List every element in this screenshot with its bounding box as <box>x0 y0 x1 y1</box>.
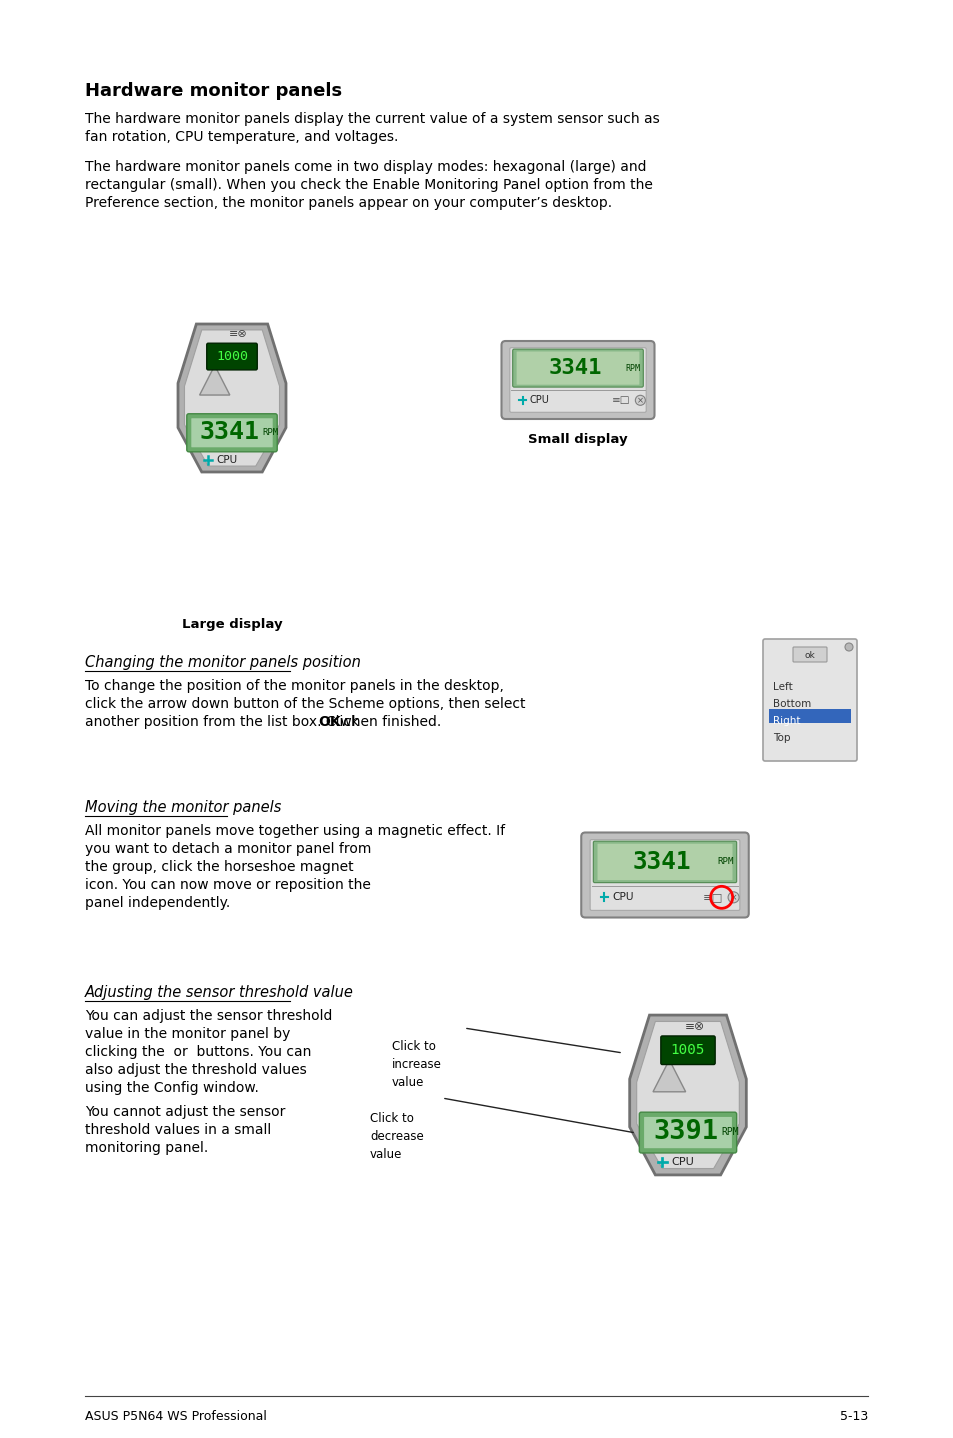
FancyBboxPatch shape <box>192 418 273 447</box>
Text: 5-13: 5-13 <box>839 1411 867 1424</box>
Text: also adjust the threshold values: also adjust the threshold values <box>85 1063 307 1077</box>
Text: You cannot adjust the sensor: You cannot adjust the sensor <box>85 1104 285 1119</box>
Text: Click to
increase
value: Click to increase value <box>392 1040 441 1089</box>
FancyBboxPatch shape <box>517 351 639 385</box>
Text: panel independently.: panel independently. <box>85 896 230 910</box>
Text: Bottom: Bottom <box>772 699 810 709</box>
FancyBboxPatch shape <box>512 349 642 387</box>
Text: 1005: 1005 <box>670 1043 704 1057</box>
Text: ×: × <box>729 893 737 902</box>
FancyBboxPatch shape <box>580 833 748 917</box>
Text: fan rotation, CPU temperature, and voltages.: fan rotation, CPU temperature, and volta… <box>85 129 398 144</box>
Text: Top: Top <box>772 733 790 743</box>
Text: another position from the list box. Click: another position from the list box. Clic… <box>85 715 363 729</box>
Polygon shape <box>199 365 230 395</box>
Circle shape <box>844 643 852 651</box>
FancyBboxPatch shape <box>762 638 856 761</box>
Circle shape <box>727 892 739 903</box>
Text: You can adjust the sensor threshold: You can adjust the sensor threshold <box>85 1009 332 1022</box>
Bar <box>768 709 850 723</box>
Text: OK: OK <box>317 715 340 729</box>
Polygon shape <box>178 324 286 472</box>
Text: ×: × <box>637 395 643 406</box>
Text: 3341: 3341 <box>632 850 690 874</box>
Text: ≡⊗: ≡⊗ <box>229 329 248 339</box>
FancyBboxPatch shape <box>639 1112 736 1153</box>
Text: Adjusting the sensor threshold value: Adjusting the sensor threshold value <box>85 985 354 999</box>
FancyBboxPatch shape <box>207 344 257 370</box>
Text: The hardware monitor panels come in two display modes: hexagonal (large) and: The hardware monitor panels come in two … <box>85 160 646 174</box>
Text: RPM: RPM <box>720 1127 738 1137</box>
Text: the group, click the horseshoe magnet: the group, click the horseshoe magnet <box>85 860 354 874</box>
FancyBboxPatch shape <box>593 841 736 883</box>
Text: Changing the monitor panels position: Changing the monitor panels position <box>85 654 360 670</box>
Text: ≡□: ≡□ <box>701 893 722 902</box>
Text: Preference section, the monitor panels appear on your computer’s desktop.: Preference section, the monitor panels a… <box>85 196 612 210</box>
Polygon shape <box>184 329 279 466</box>
Text: To change the position of the monitor panels in the desktop,: To change the position of the monitor pa… <box>85 679 503 693</box>
FancyBboxPatch shape <box>187 414 277 452</box>
Text: clicking the  or  buttons. You can: clicking the or buttons. You can <box>85 1045 311 1058</box>
Text: click the arrow down button of the Scheme options, then select: click the arrow down button of the Schem… <box>85 697 525 710</box>
Text: 3341: 3341 <box>199 420 259 444</box>
Text: CPU: CPU <box>529 395 549 406</box>
Text: CPU: CPU <box>612 893 633 902</box>
Text: All monitor panels move together using a magnetic effect. If: All monitor panels move together using a… <box>85 824 504 838</box>
Text: 3341: 3341 <box>548 358 601 378</box>
Text: threshold values in a small: threshold values in a small <box>85 1123 271 1137</box>
Text: value in the monitor panel by: value in the monitor panel by <box>85 1027 290 1041</box>
Text: using the Config window.: using the Config window. <box>85 1081 258 1094</box>
FancyBboxPatch shape <box>792 647 826 661</box>
Text: CPU: CPU <box>216 456 237 464</box>
Text: Click to
decrease
value: Click to decrease value <box>370 1112 423 1160</box>
Text: ASUS P5N64 WS Professional: ASUS P5N64 WS Professional <box>85 1411 267 1424</box>
Polygon shape <box>629 1015 745 1175</box>
Text: RPM: RPM <box>262 427 278 437</box>
Text: monitoring panel.: monitoring panel. <box>85 1140 208 1155</box>
FancyBboxPatch shape <box>597 844 732 880</box>
Text: when finished.: when finished. <box>335 715 441 729</box>
Text: RPM: RPM <box>717 857 733 867</box>
Polygon shape <box>652 1060 685 1091</box>
Text: Hardware monitor panels: Hardware monitor panels <box>85 82 342 101</box>
Text: Large display: Large display <box>181 618 282 631</box>
Text: ≡⊗: ≡⊗ <box>684 1020 704 1032</box>
FancyBboxPatch shape <box>509 348 645 413</box>
Text: 1000: 1000 <box>215 349 248 362</box>
Text: Small display: Small display <box>528 433 627 446</box>
Text: ok: ok <box>803 650 815 660</box>
Circle shape <box>635 395 644 406</box>
Text: you want to detach a monitor panel from: you want to detach a monitor panel from <box>85 843 371 856</box>
FancyBboxPatch shape <box>590 840 740 910</box>
Text: RPM: RPM <box>625 364 639 372</box>
Polygon shape <box>636 1021 739 1169</box>
Text: Left: Left <box>772 682 792 692</box>
Text: icon. You can now move or reposition the: icon. You can now move or reposition the <box>85 879 371 892</box>
Text: ≡□: ≡□ <box>612 395 630 406</box>
FancyBboxPatch shape <box>501 341 654 418</box>
Text: Moving the monitor panels: Moving the monitor panels <box>85 800 281 815</box>
Text: 3391: 3391 <box>653 1119 718 1145</box>
Text: CPU: CPU <box>670 1158 693 1168</box>
Text: Right: Right <box>772 716 800 726</box>
Text: The hardware monitor panels display the current value of a system sensor such as: The hardware monitor panels display the … <box>85 112 659 127</box>
FancyBboxPatch shape <box>643 1117 731 1148</box>
Text: rectangular (small). When you check the Enable Monitoring Panel option from the: rectangular (small). When you check the … <box>85 178 652 193</box>
FancyBboxPatch shape <box>660 1035 715 1064</box>
